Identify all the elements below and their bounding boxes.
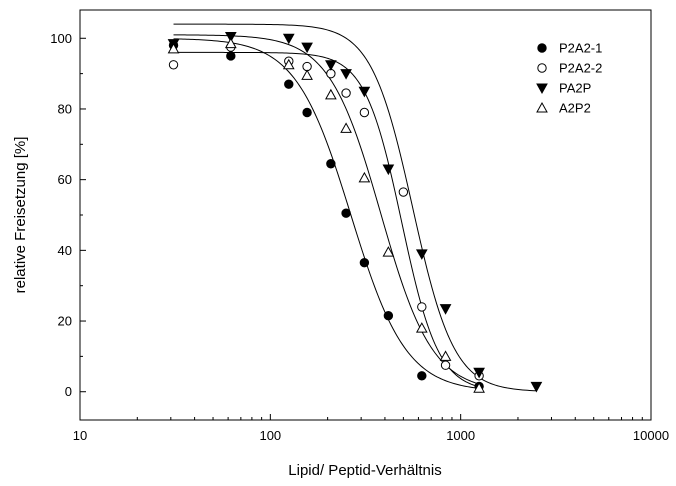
data-point-a2p2	[224, 37, 237, 49]
x-tick-label: 1000	[446, 428, 475, 443]
data-point-p2a2-1	[359, 258, 370, 268]
data-point-p2a2-1	[302, 107, 312, 118]
data-point-a2p2	[301, 69, 313, 80]
data-point-pa2p	[382, 164, 395, 176]
data-point-a2p2	[325, 88, 337, 100]
data-point-a2p2	[340, 122, 352, 133]
data-point-pa2p	[224, 32, 237, 43]
data-point-a2p2	[439, 350, 452, 361]
legend-label: P2A2-2	[559, 61, 602, 76]
fit-curves	[173, 23, 537, 392]
data-point-p2a2-1	[226, 51, 236, 61]
data-point-pa2p	[439, 304, 452, 315]
data-point-pa2p	[358, 86, 371, 98]
data-point-p2a2-2	[417, 302, 427, 312]
fit-curve-pa2p	[173, 23, 537, 392]
x-axis-title: Lipid/ Peptid-Verhältnis	[288, 462, 441, 479]
legend-label: PA2P	[559, 81, 591, 96]
data-point-p2a2-1	[326, 159, 336, 169]
data-point-a2p2	[282, 58, 295, 70]
y-tick-label: 60	[58, 172, 72, 187]
data-point-a2p2	[358, 171, 371, 183]
y-tick-label: 100	[50, 31, 72, 46]
data-point-p2a2-1	[284, 79, 294, 89]
data-point-pa2p	[301, 42, 313, 54]
fit-curve-p2a2-2	[173, 51, 480, 388]
fit-curve-p2a2-1	[173, 38, 480, 389]
y-axis-title: relative Freisetzung [%]	[12, 137, 29, 294]
data-point-pa2p	[530, 381, 543, 393]
legend-label: A2P2	[559, 101, 591, 116]
legend-marker-p2a2-2	[537, 63, 547, 73]
data-point-p2a2-2	[398, 187, 409, 197]
data-point-a2p2	[382, 246, 395, 257]
data-point-pa2p	[415, 249, 428, 260]
y-tick-label: 0	[65, 384, 72, 399]
data-point-p2a2-2	[440, 360, 451, 370]
data-point-a2p2	[167, 42, 180, 54]
data-point-p2a2-1	[417, 371, 427, 381]
data-point-a2p2	[473, 382, 485, 393]
y-tick-label: 40	[58, 243, 72, 258]
data-point-pa2p	[340, 69, 352, 80]
data-point-a2p2	[415, 322, 428, 333]
legend-marker-p2a2-1	[537, 43, 547, 53]
legend-marker-a2p2	[536, 101, 548, 113]
data-point-p2a2-1	[341, 208, 351, 218]
data-point-p2a2-1	[383, 311, 394, 321]
data-point-p2a2-2	[341, 88, 351, 98]
legend: P2A2-1 P2A2-2 PA2P A2P2	[536, 41, 602, 116]
data-points	[167, 32, 543, 393]
x-tick-label: 100	[259, 428, 281, 443]
data-point-pa2p	[282, 33, 295, 45]
axis-ticks: 10 100 1000 10000 0 20 40 60 80 100	[50, 31, 669, 443]
legend-label: P2A2-1	[559, 41, 602, 56]
fit-curve-a2p2	[173, 34, 480, 385]
data-point-pa2p	[473, 367, 485, 379]
data-point-p2a2-2	[359, 107, 370, 118]
y-tick-label: 80	[58, 101, 72, 116]
y-tick-label: 20	[58, 314, 72, 329]
x-tick-label: 10	[73, 428, 87, 443]
legend-marker-pa2p	[536, 83, 548, 95]
x-tick-label: 10000	[633, 428, 669, 443]
data-point-p2a2-2	[168, 60, 179, 70]
data-point-pa2p	[325, 60, 337, 71]
